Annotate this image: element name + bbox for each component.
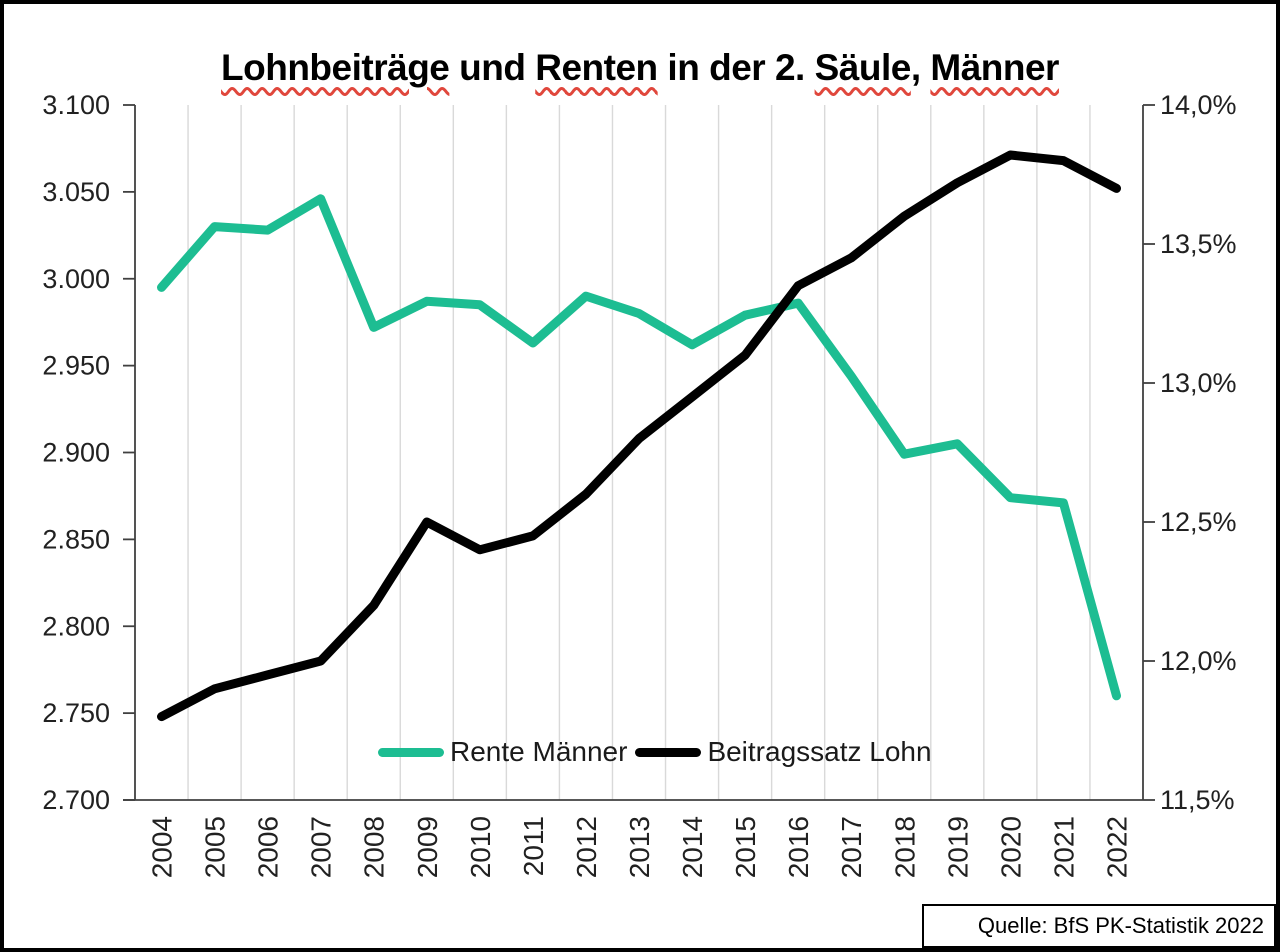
- left-axis-tick-label: 2.850: [42, 524, 110, 554]
- title-segment: ,: [910, 46, 931, 88]
- legend-swatch-rente-maenner: [378, 747, 444, 757]
- right-axis-tick-label: 12,0%: [1160, 646, 1237, 676]
- series-line-beitragssatz-lohn: [157, 150, 1121, 722]
- legend-swatch-beitragssatz-lohn: [635, 747, 702, 757]
- title-segment-misspelled: Säule: [814, 46, 912, 88]
- left-axis-tick-label: 2.950: [42, 351, 110, 381]
- series-line-rente-m-nner: [157, 194, 1121, 701]
- title-segment-misspelled: Lohnbeiträge: [221, 46, 450, 88]
- x-axis-year-label: 2007: [306, 816, 337, 878]
- chart-title: Lohnbeiträge und Renten in der 2. Säule,…: [0, 47, 1280, 89]
- right-axis-tick-label: 14,0%: [1160, 90, 1237, 120]
- x-axis-year-label: 2019: [942, 816, 973, 878]
- x-axis-year-label: 2008: [359, 816, 390, 878]
- title-segment-misspelled: Renten: [535, 46, 658, 88]
- right-axis-tick-label: 11,5%: [1160, 785, 1235, 815]
- x-axis-year-label: 2010: [465, 816, 496, 878]
- right-axis-tick-label: 12,5%: [1160, 507, 1237, 537]
- x-axis-year-label: 2006: [253, 816, 284, 878]
- x-axis-year-label: 2012: [571, 816, 602, 878]
- chart-legend: Rente Männer Beitragssatz Lohn: [378, 733, 940, 771]
- x-axis-year-label: 2020: [995, 816, 1026, 878]
- left-axis-tick-label: 3.000: [42, 264, 110, 294]
- x-axis-year-label: 2022: [1101, 816, 1132, 878]
- title-segment: in der 2.: [657, 46, 815, 88]
- legend-label-beitragssatz-lohn: Beitragssatz Lohn: [707, 736, 932, 767]
- x-axis-year-label: 2016: [783, 816, 814, 878]
- x-axis-year-label: 2009: [412, 816, 443, 878]
- left-axis-tick-label: 2.800: [42, 611, 110, 641]
- left-axis-tick-label: 2.750: [42, 698, 110, 728]
- legend-label-rente-maenner: Rente Männer: [450, 736, 628, 767]
- source-note-text: Quelle: BfS PK-Statistik 2022: [977, 913, 1264, 938]
- x-axis-year-label: 2014: [677, 816, 708, 878]
- title-segment: und: [449, 46, 536, 88]
- x-axis-year-label: 2011: [518, 816, 549, 876]
- left-axis-tick-label: 2.700: [42, 785, 110, 815]
- x-axis-year-label: 2004: [147, 816, 178, 878]
- left-axis-tick-label: 3.100: [42, 90, 110, 120]
- x-axis-year-label: 2013: [624, 816, 655, 878]
- x-axis-year-label: 2018: [889, 816, 920, 878]
- source-note-box: Quelle: BfS PK-Statistik 2022: [922, 904, 1276, 948]
- x-axis-year-label: 2015: [730, 816, 761, 878]
- right-axis-tick-label: 13,5%: [1160, 229, 1237, 259]
- x-axis-year-label: 2021: [1048, 816, 1079, 878]
- x-axis-year-label: 2017: [836, 816, 867, 878]
- x-axis-year-label: 2005: [200, 816, 231, 878]
- right-axis-tick-label: 13,0%: [1160, 368, 1237, 398]
- title-segment-misspelled: Männer: [930, 46, 1059, 88]
- left-axis-tick-label: 3.050: [42, 177, 110, 207]
- left-axis-tick-label: 2.900: [42, 438, 110, 468]
